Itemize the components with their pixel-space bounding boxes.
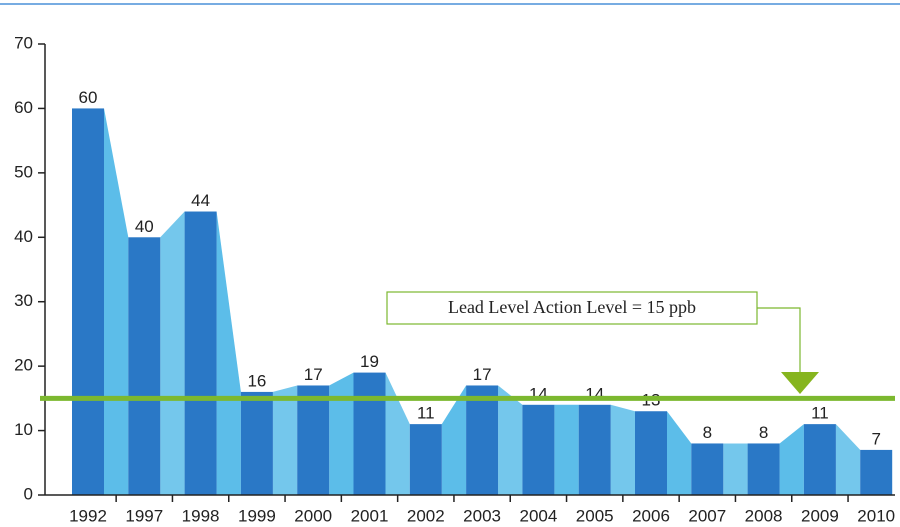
bar — [297, 385, 329, 495]
data-label: 17 — [473, 365, 492, 384]
annotation: Lead Level Action Level = 15 ppb — [448, 297, 696, 317]
bar — [579, 405, 611, 495]
y-tick-label: 50 — [14, 162, 33, 181]
data-label: 44 — [191, 191, 210, 210]
connector-area — [160, 212, 184, 495]
data-label: 40 — [135, 217, 154, 236]
connector-area — [611, 405, 635, 495]
y-tick-label: 10 — [14, 420, 33, 439]
x-tick-label: 2006 — [632, 506, 670, 525]
y-tick-label: 30 — [14, 291, 33, 310]
data-label: 11 — [417, 404, 435, 423]
bar — [860, 450, 892, 495]
y-tick-label: 60 — [14, 98, 33, 117]
bar — [185, 212, 217, 495]
bar — [241, 392, 273, 495]
x-tick-label: 2004 — [519, 506, 557, 525]
connector-area — [273, 385, 297, 495]
x-tick-label: 1997 — [125, 506, 163, 525]
x-tick-label: 2001 — [351, 506, 389, 525]
x-tick-label: 2000 — [294, 506, 332, 525]
bar — [635, 411, 667, 495]
bar — [466, 385, 498, 495]
chart: 60 1992 40 1997 44 1998 16 1999 17 2000 19 2001 11 20… — [0, 0, 900, 527]
bar — [354, 373, 386, 495]
x-tick-label: 1998 — [182, 506, 220, 525]
connector-area — [104, 108, 128, 495]
data-label: 17 — [304, 365, 323, 384]
connector-area — [780, 424, 804, 495]
connector-area — [386, 373, 410, 495]
y-tick-label: 40 — [14, 227, 33, 246]
data-label: 11 — [811, 404, 829, 423]
connector-area — [217, 212, 241, 495]
x-tick-label: 2009 — [801, 506, 839, 525]
annotation-arrow — [781, 372, 819, 394]
bar — [804, 424, 836, 495]
data-label: 16 — [247, 371, 266, 390]
connector-area — [836, 424, 860, 495]
bar — [410, 424, 442, 495]
bar — [128, 237, 160, 495]
data-label: 60 — [79, 88, 98, 107]
connector-area — [723, 443, 747, 495]
x-tick-label: 1992 — [69, 506, 107, 525]
connector-area — [667, 411, 691, 495]
connector-area — [329, 373, 353, 495]
y-tick-label: 70 — [14, 33, 33, 52]
bar — [691, 443, 723, 495]
connector-area — [442, 385, 466, 495]
bar — [72, 108, 104, 495]
data-label: 19 — [360, 352, 379, 371]
x-tick-label: 2002 — [407, 506, 445, 525]
bar — [748, 443, 780, 495]
x-tick-label: 2007 — [688, 506, 726, 525]
connector-area — [498, 385, 522, 495]
y-tick-label: 0 — [24, 484, 33, 503]
data-label: 8 — [703, 423, 712, 442]
y-tick-label: 20 — [14, 356, 33, 375]
data-label: 7 — [871, 429, 880, 448]
connector-area — [554, 405, 578, 495]
x-tick-label: 2005 — [576, 506, 614, 525]
x-tick-label: 1999 — [238, 506, 276, 525]
bar — [522, 405, 554, 495]
x-tick-label: 2010 — [857, 506, 895, 525]
annotation-leader — [757, 308, 800, 375]
data-label: 8 — [759, 423, 768, 442]
x-tick-label: 2008 — [745, 506, 783, 525]
x-tick-label: 2003 — [463, 506, 501, 525]
